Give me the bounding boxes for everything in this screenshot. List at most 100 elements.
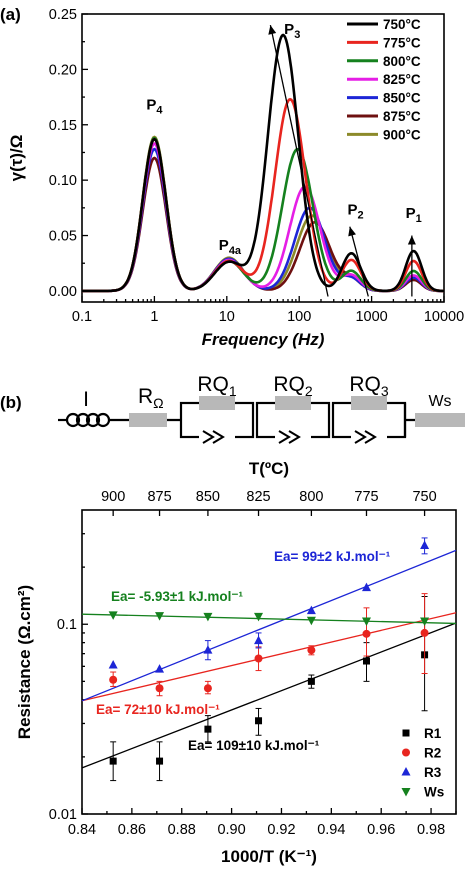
data-point: [203, 645, 213, 654]
peak-label-letter: P: [219, 237, 229, 254]
warburg-element-icon: [415, 413, 465, 427]
ohmic-resistor-icon: [129, 413, 167, 427]
panel-b-data-points: [108, 537, 430, 782]
data-point: [204, 725, 212, 733]
panel-b-y-axis-label: Resistance (Ω.cm²): [15, 585, 34, 739]
activation-energy-label: Ea= -5.93±1 kJ.mol⁻¹: [111, 589, 243, 604]
rq-element-1-resistor-icon: [199, 396, 235, 410]
panel-b-top-tick-label: 800: [299, 489, 323, 505]
panel-b-x-tick-label: 0.88: [168, 822, 196, 838]
activation-energy-label: Ea= 109±10 kJ.mol⁻¹: [188, 738, 320, 753]
panel-a-x-axis-label: Frequency (Hz): [202, 330, 325, 349]
panel-b-top-axis-label: T(ºC): [249, 459, 289, 478]
panel-a-y-axis-label: γ(τ)/Ω: [7, 135, 26, 182]
panel-a-peak-label: P4: [146, 96, 163, 116]
p3-shift-arrow: [269, 24, 329, 297]
panel-b-arrhenius-chart: T(ºC) 900 875 850 825 800 775 750 0.84 0.86 0.88…: [15, 459, 457, 866]
panel-a-y-tick-label: 0.20: [49, 62, 77, 78]
legend-label: 850°C: [383, 91, 421, 106]
data-point: [306, 616, 316, 626]
panel-a-series-line: [82, 136, 444, 293]
data-point: [156, 757, 164, 765]
panel-b-y-tick-label: 0.01: [49, 807, 77, 823]
peak-label-letter: P: [146, 96, 156, 113]
panel-a-label: (a): [0, 5, 21, 24]
panel-a-curves: [82, 33, 444, 293]
rq-element-2-resistor-icon: [275, 396, 311, 410]
data-point: [420, 540, 430, 550]
panel-b-x-tick-label: 0.94: [317, 822, 345, 838]
legend-label: 775°C: [383, 35, 421, 50]
cpe-icon: [354, 430, 377, 444]
peak-label-letter: P: [284, 21, 294, 38]
panel-b-y-ticks: 0.01 0.1: [49, 533, 88, 823]
data-point: [361, 617, 371, 627]
legend-label: R2: [424, 746, 441, 761]
panel-a-x-tick-label: 1000: [355, 309, 387, 325]
panel-b-top-tick-label: 900: [101, 489, 125, 505]
panel-b-top-tick-label: 775: [354, 489, 378, 505]
panel-a-y-tick-label: 0.05: [49, 229, 77, 245]
panel-b-x-tick-label: 0.92: [267, 822, 295, 838]
legend-label: 800°C: [383, 54, 421, 69]
data-point: [361, 582, 371, 592]
panel-a-plot-frame: [81, 13, 445, 303]
panel-a-y-ticks: 0.00 0.05 0.10 0.15 0.20 0.25: [49, 7, 88, 300]
panel-a-peak-label: P1: [406, 205, 422, 225]
rq-element-3-resistor-icon: [351, 396, 387, 410]
legend-label: 825°C: [383, 72, 421, 87]
legend-label: R3: [424, 765, 442, 780]
panel-a-x-tick-label: 10: [219, 309, 235, 325]
equivalent-circuit-diagram: I RΩ RQ1 RQ2 RQ3 Ws: [58, 373, 465, 444]
p3-shift-arrow-head: [268, 25, 277, 35]
legend-marker: [402, 748, 410, 757]
panel-b-fit-line: [81, 612, 457, 702]
data-point: [307, 677, 315, 685]
activation-energy-label: Ea= 72±10 kJ.mol⁻¹: [96, 702, 220, 717]
ohmic-resistor-label: RΩ: [138, 385, 164, 411]
panel-b-activation-energy-labels: Ea= 99±2 kJ.mol⁻¹ Ea= -5.93±1 kJ.mol⁻¹ Ea=…: [96, 549, 391, 753]
data-point: [420, 617, 430, 627]
panel-a-x-tick-label: 0.1: [72, 309, 92, 325]
rq-label-main: RQ: [349, 373, 381, 396]
panel-b-legend: R1 R2 R3 Ws: [401, 726, 444, 800]
rq-label-subscript: 2: [305, 383, 313, 399]
peak-label-subscript: 1: [416, 213, 422, 225]
peak-label-letter: P: [406, 205, 416, 222]
legend-marker: [401, 788, 411, 797]
data-point: [254, 612, 264, 622]
p1-shift-arrow-head: [407, 235, 416, 245]
panel-b-fit-lines: [81, 549, 457, 769]
legend-label: 875°C: [383, 109, 421, 124]
data-point: [362, 657, 370, 665]
legend-marker: [402, 729, 410, 737]
data-point: [155, 684, 164, 693]
panel-a-x-ticks: 0.1 1 10 100 1000 10000: [72, 296, 464, 325]
legend-label: 750°C: [383, 17, 421, 32]
p2-shift-arrow: [349, 226, 369, 297]
panel-b-x-tick-label: 0.86: [118, 822, 146, 838]
rq-label-subscript: 3: [381, 383, 389, 399]
data-point: [155, 664, 165, 673]
peak-label-subscript: 3: [294, 29, 300, 41]
legend-label: Ws: [424, 785, 444, 800]
legend-label: R1: [424, 726, 442, 741]
panel-a-spectrum-chart: (a) 0.1 1 10 100 1000 10000 0.000.050.100.150…: [0, 5, 464, 349]
data-point: [362, 629, 371, 638]
panel-b-top-tick-label: 825: [246, 489, 270, 505]
panel-a-series-line: [82, 147, 444, 293]
panel-a-series-line: [82, 33, 444, 293]
panel-a-y-tick-label: 0.10: [49, 173, 77, 189]
inductor-label: I: [83, 388, 89, 411]
panel-a-y-tick-label: 0.25: [49, 7, 77, 23]
panel-b-x-axis-label: 1000/T (K⁻¹): [221, 847, 317, 866]
data-point: [203, 612, 213, 622]
panel-b-y-tick-label: 0.1: [57, 617, 77, 633]
panel-b-x-ticks: 0.84 0.86 0.88 0.90 0.92 0.94 0.96 0.98: [68, 808, 457, 838]
data-point: [254, 635, 264, 645]
rq-label-main: RQ: [273, 373, 305, 396]
panel-a-x-tick-label: 1: [150, 309, 158, 325]
panel-b-fit-line: [81, 622, 457, 769]
data-point: [255, 717, 263, 725]
